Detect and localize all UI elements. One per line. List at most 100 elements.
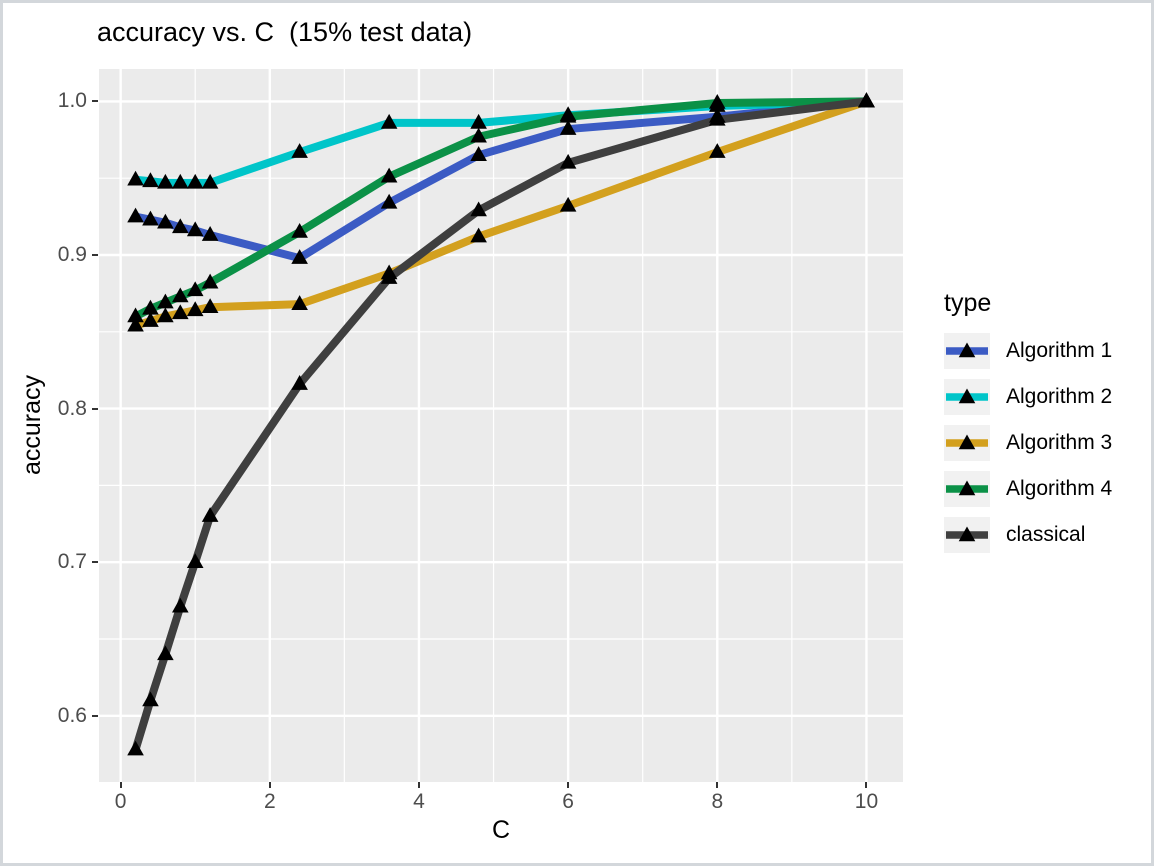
marker-triangle <box>559 196 577 212</box>
marker-triangle <box>559 120 577 135</box>
marker-triangle <box>708 110 726 126</box>
marker-triangle <box>171 218 189 234</box>
marker-triangle <box>186 173 204 189</box>
marker-triangle <box>186 301 204 317</box>
marker-triangle <box>157 173 174 189</box>
series-line-classical <box>131 97 867 751</box>
marker-triangle <box>380 167 398 183</box>
x-tick-mark <box>716 782 719 788</box>
x-tick-label: 4 <box>413 790 425 813</box>
marker-triangle <box>157 293 174 309</box>
marker-triangle <box>142 210 159 226</box>
y-tick-mark <box>92 714 98 717</box>
legend-label-algorithm-3: Algorithm 3 <box>1006 431 1113 454</box>
marker-triangle <box>171 287 189 303</box>
x-tick-mark <box>567 782 570 788</box>
marker-triangle <box>127 740 144 756</box>
marker-triangle <box>186 221 204 237</box>
legend-entry-algorithm-2: Algorithm 2 <box>944 379 1112 415</box>
marker-triangle <box>201 226 219 241</box>
y-tick-mark <box>92 407 98 410</box>
legend-title: type <box>944 289 992 317</box>
y-tick-label: 0.9 <box>57 243 87 266</box>
marker-triangle <box>157 213 174 229</box>
y-tick-label: 0.8 <box>57 396 87 420</box>
plot-canvas <box>99 69 903 782</box>
marker-triangle <box>380 269 398 284</box>
marker-triangle <box>291 295 308 310</box>
marker-triangle <box>559 153 577 169</box>
x-tick-label: 8 <box>711 790 724 813</box>
marker-triangle <box>470 127 487 143</box>
marker-triangle <box>127 207 144 223</box>
marker-triangle <box>380 193 398 209</box>
legend-key-algorithm-4 <box>944 471 990 507</box>
marker-triangle <box>142 312 159 327</box>
x-tick-label: 2 <box>263 790 276 813</box>
y-tick-mark <box>92 100 98 103</box>
marker-triangle <box>708 93 726 109</box>
x-tick-label: 10 <box>854 790 879 813</box>
legend-key-algorithm-3 <box>944 425 990 461</box>
marker-triangle <box>470 146 487 161</box>
x-tick-mark <box>268 782 271 788</box>
legend-marker-triangle <box>958 342 976 358</box>
y-axis-title: accuracy <box>18 374 46 476</box>
marker-triangle <box>708 143 726 158</box>
x-tick-mark <box>865 782 868 788</box>
legend-entry-algorithm-3: Algorithm 3 <box>944 425 1112 461</box>
series-markers-algorithm-4 <box>127 92 875 323</box>
legend-label-algorithm-4: Algorithm 4 <box>1006 477 1113 500</box>
marker-triangle <box>127 316 144 332</box>
y-tick-label: 0.6 <box>57 703 87 727</box>
x-tick-label: 0 <box>114 790 127 813</box>
legend-entry-classical: classical <box>944 517 1085 553</box>
marker-triangle <box>171 173 189 189</box>
legend-label-classical: classical <box>1006 523 1086 546</box>
marker-triangle <box>127 307 144 323</box>
marker-triangle <box>157 307 174 323</box>
legend-marker-triangle <box>958 480 976 496</box>
marker-triangle <box>470 201 487 217</box>
marker-triangle <box>142 299 159 315</box>
marker-triangle <box>559 107 577 123</box>
y-tick-label: 1.0 <box>57 89 87 113</box>
marker-triangle <box>291 375 308 390</box>
marker-triangle <box>291 222 308 238</box>
chart-title: accuracy vs. C (15% test data) <box>97 17 473 47</box>
x-tick-label: 6 <box>562 790 574 813</box>
marker-triangle <box>127 170 144 186</box>
legend-entry-algorithm-1: Algorithm 1 <box>944 333 1112 369</box>
marker-triangle <box>201 273 219 289</box>
y-tick-label: 0.7 <box>57 550 87 574</box>
marker-triangle <box>201 173 219 189</box>
legend-marker-triangle <box>958 388 976 404</box>
x-tick-mark <box>417 782 420 788</box>
marker-triangle <box>171 597 189 613</box>
legend-marker-triangle <box>958 526 976 542</box>
marker-triangle <box>291 249 308 264</box>
legend-key-classical <box>944 517 990 553</box>
legend-key-algorithm-2 <box>944 379 990 415</box>
marker-triangle <box>157 645 174 661</box>
panel-background <box>99 69 903 782</box>
series-markers-classical <box>127 92 875 756</box>
plot-panel <box>99 69 903 787</box>
legend-marker-triangle <box>958 434 976 450</box>
marker-triangle <box>186 281 204 297</box>
legend-label-algorithm-1: Algorithm 1 <box>1006 339 1113 362</box>
y-tick-mark <box>92 561 98 564</box>
marker-triangle <box>380 113 398 129</box>
marker-triangle <box>201 507 219 522</box>
legend-label-algorithm-2: Algorithm 2 <box>1006 385 1113 408</box>
marker-triangle <box>142 172 159 188</box>
marker-triangle <box>186 553 204 569</box>
marker-triangle <box>171 304 189 320</box>
legend-entry-algorithm-4: Algorithm 4 <box>944 471 1112 507</box>
marker-triangle <box>858 92 875 108</box>
legend: type Algorithm 1 Algorithm 2 Algorithm 3 Al… <box>944 289 1112 553</box>
marker-triangle <box>470 113 487 129</box>
marker-triangle <box>142 691 159 707</box>
x-axis-title: C <box>491 816 511 844</box>
